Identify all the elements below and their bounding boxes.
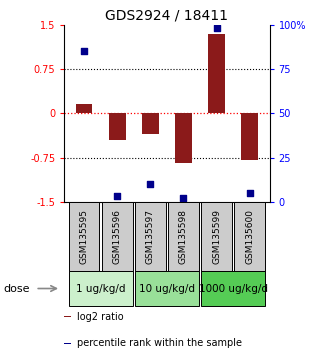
Point xyxy=(148,181,153,187)
Bar xyxy=(135,271,199,306)
Text: 1 ug/kg/d: 1 ug/kg/d xyxy=(76,284,126,293)
Point xyxy=(82,48,87,54)
Point xyxy=(247,190,252,196)
Bar xyxy=(234,202,265,271)
Bar xyxy=(168,202,199,271)
Bar xyxy=(64,343,71,344)
Point xyxy=(181,195,186,201)
Text: GSM135595: GSM135595 xyxy=(80,209,89,264)
Bar xyxy=(109,113,126,140)
Bar xyxy=(64,316,71,317)
Bar xyxy=(175,113,192,164)
Bar xyxy=(69,202,100,271)
Bar xyxy=(102,202,133,271)
Text: 10 ug/kg/d: 10 ug/kg/d xyxy=(139,284,195,293)
Text: GSM135599: GSM135599 xyxy=(212,209,221,264)
Title: GDS2924 / 18411: GDS2924 / 18411 xyxy=(105,8,229,22)
Bar xyxy=(201,271,265,306)
Point xyxy=(214,25,219,31)
Text: log2 ratio: log2 ratio xyxy=(77,312,124,322)
Bar xyxy=(201,202,232,271)
Text: percentile rank within the sample: percentile rank within the sample xyxy=(77,338,242,348)
Bar xyxy=(69,271,133,306)
Text: GSM135596: GSM135596 xyxy=(113,209,122,264)
Bar xyxy=(76,104,92,113)
Point xyxy=(115,194,120,199)
Bar xyxy=(241,113,258,160)
Bar xyxy=(135,202,166,271)
Text: 1000 ug/kg/d: 1000 ug/kg/d xyxy=(199,284,268,293)
Text: GSM135598: GSM135598 xyxy=(179,209,188,264)
Bar xyxy=(208,34,225,113)
Text: GSM135600: GSM135600 xyxy=(245,209,254,264)
Bar xyxy=(142,113,159,134)
Text: GSM135597: GSM135597 xyxy=(146,209,155,264)
Text: dose: dose xyxy=(3,284,30,293)
